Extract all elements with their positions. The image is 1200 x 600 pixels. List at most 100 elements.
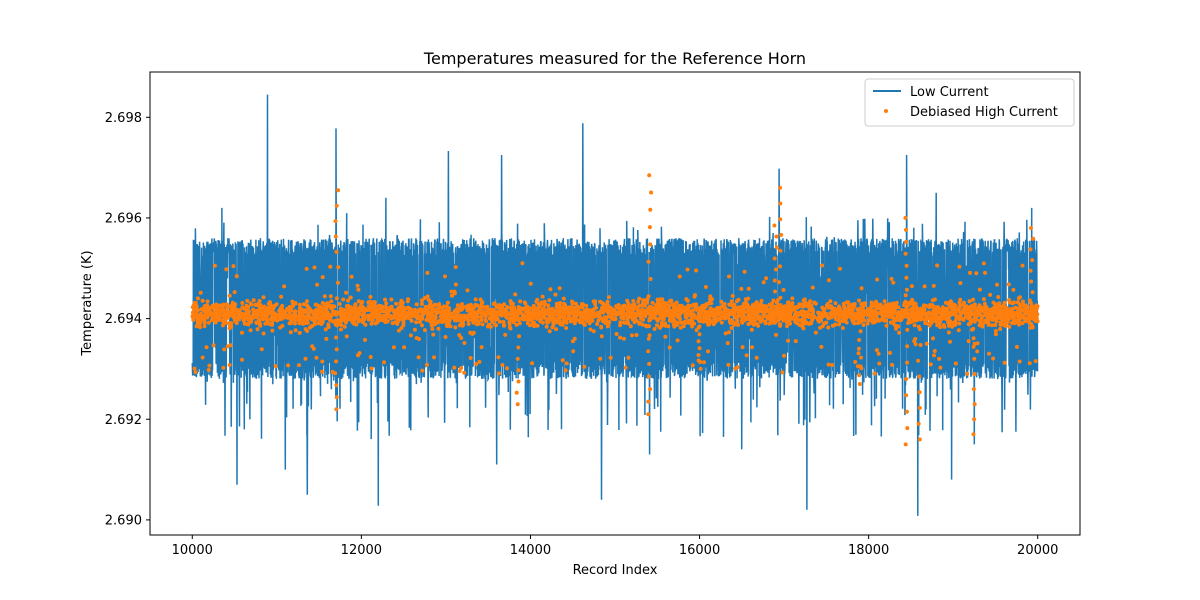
high-current-outlier-point [905, 344, 910, 349]
high-current-outlier-point [516, 368, 521, 373]
high-current-outlier-point [514, 311, 519, 316]
high-current-outlier-point [917, 374, 922, 379]
high-current-outlier-point [772, 256, 777, 261]
legend-debiased-high-current-swatch [884, 109, 888, 113]
high-current-outlier-point [778, 201, 783, 206]
high-current-outliers [333, 173, 1036, 447]
high-current-outlier-point [516, 345, 521, 350]
high-current-outlier-point [1030, 258, 1035, 263]
high-current-outlier-point [859, 355, 863, 360]
high-current-outlier-point [334, 359, 338, 364]
high-current-outlier-point [333, 371, 338, 376]
plot-area [190, 94, 1040, 516]
high-current-outlier-point [515, 356, 520, 361]
high-current-outlier-point [775, 245, 779, 250]
high-current-outlier-point [972, 341, 977, 346]
high-current-outlier-point [648, 242, 653, 247]
high-current-outlier-point [858, 329, 863, 334]
high-current-outlier-point [857, 338, 862, 342]
high-current-outlier-point [917, 437, 922, 442]
high-current-outlier-point [334, 383, 339, 388]
high-current-outlier-point [971, 432, 976, 437]
high-current-outlier-point [1028, 300, 1033, 305]
high-current-outlier-point [857, 320, 862, 325]
high-current-outlier-point [334, 407, 339, 412]
y-tick-label: 2.698 [105, 111, 142, 126]
x-tick-label: 12000 [341, 543, 382, 558]
high-current-outlier-point [1030, 290, 1035, 295]
high-current-outlier-point [856, 346, 861, 351]
high-current-outlier-point [779, 232, 784, 237]
high-current-outlier-point [334, 395, 339, 400]
x-axis-ticks: 10000 12000 14000 16000 18000 20000 [172, 535, 1058, 558]
high-current-outlier-point [1028, 268, 1033, 273]
high-current-outlier-point [517, 334, 521, 339]
high-current-outlier-point [917, 327, 922, 332]
high-current-outlier-point [334, 347, 339, 352]
high-current-outlier-point [904, 287, 909, 292]
high-current-outlier-point [515, 402, 520, 407]
high-current-outlier-point [857, 382, 862, 386]
high-current-outlier-point [772, 278, 777, 283]
high-current-outlier-point [336, 265, 341, 270]
high-current-outlier-point [696, 325, 701, 330]
high-current-outlier-point [971, 311, 976, 316]
high-current-outlier-point [904, 275, 909, 280]
high-current-outlier-point [778, 264, 783, 269]
high-current-outlier-point [972, 356, 977, 361]
high-current-outlier-point [971, 326, 976, 331]
y-tick-label: 2.696 [105, 211, 142, 226]
high-current-outlier-point [1031, 236, 1036, 241]
high-current-outlier-point [334, 335, 339, 340]
high-current-outlier-point [774, 234, 779, 239]
axes-frame [149, 71, 1081, 536]
high-current-outlier-point [646, 349, 651, 354]
high-current-outlier-point [697, 346, 702, 351]
high-current-outlier-point [648, 311, 652, 316]
high-current-outlier-point [903, 251, 908, 256]
high-current-outlier-point [906, 311, 911, 316]
high-current-outlier-point [334, 249, 339, 254]
high-current-outlier-point [648, 207, 653, 212]
x-tick-label: 20000 [1017, 543, 1058, 558]
high-current-outlier-point [646, 336, 651, 341]
high-current-outlier-point [776, 311, 781, 316]
high-current-outlier-point [1029, 279, 1034, 284]
high-current-outlier-point [972, 417, 977, 422]
high-current-outlier-point [698, 360, 703, 364]
high-current-outlier-point [772, 311, 777, 316]
high-current-outlier-point [647, 225, 652, 230]
x-tick-label: 16000 [679, 543, 720, 558]
high-current-outlier-point [905, 360, 910, 365]
high-current-outlier-point [647, 173, 652, 178]
high-current-outlier-point [904, 409, 909, 414]
y-tick-label: 2.694 [105, 312, 142, 327]
high-current-outlier-point [904, 263, 909, 268]
high-current-outlier-point [916, 421, 921, 426]
high-current-outlier-point [857, 373, 862, 378]
high-current-outlier-point [773, 267, 778, 272]
high-current-outlier-point [904, 393, 909, 398]
high-current-outlier-point [905, 327, 910, 332]
high-current-outlier-point [1029, 226, 1033, 230]
x-axis-label: Record Index [573, 563, 658, 578]
high-current-outlier-point [649, 190, 654, 195]
high-current-outlier-point [334, 203, 339, 208]
y-tick-label: 2.690 [105, 513, 142, 528]
x-tick-label: 14000 [510, 543, 551, 558]
high-current-outlier-point [646, 412, 651, 417]
high-current-outlier-point [514, 390, 519, 395]
high-current-outlier-point [516, 379, 521, 384]
high-current-outlier-point [858, 311, 863, 316]
high-current-outlier-point [333, 219, 338, 224]
high-current-outlier-point [696, 353, 701, 358]
high-current-outlier-point [903, 215, 908, 220]
high-current-outlier-point [917, 390, 922, 395]
high-current-outlier-point [646, 259, 651, 264]
high-current-outlier-point [778, 295, 783, 300]
high-current-outlier-point [772, 223, 777, 228]
high-current-outlier-point [903, 442, 908, 447]
high-current-outlier-point [698, 318, 703, 323]
high-current-outlier-point [1028, 247, 1033, 252]
